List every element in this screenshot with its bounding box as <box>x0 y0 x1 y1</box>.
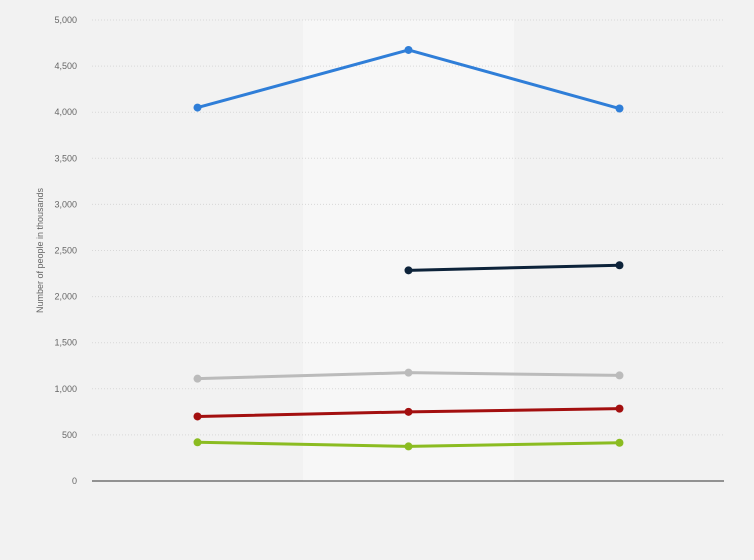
y-tick-label: 2,000 <box>54 292 77 302</box>
data-point[interactable] <box>193 412 202 421</box>
gridlines <box>92 19 724 436</box>
data-point[interactable] <box>615 261 624 270</box>
data-point[interactable] <box>615 371 624 380</box>
y-tick-label: 0 <box>72 476 77 486</box>
y-tick-label: 3,000 <box>54 199 77 209</box>
series-line <box>407 263 621 272</box>
data-point[interactable] <box>615 438 624 447</box>
y-tick-label: 2,500 <box>54 246 77 256</box>
data-point[interactable] <box>404 442 413 451</box>
data-point[interactable] <box>404 266 413 275</box>
y-tick-label: 1,000 <box>54 384 77 394</box>
data-point[interactable] <box>404 407 413 416</box>
y-tick-label: 4,000 <box>54 107 77 117</box>
y-tick-label: 5,000 <box>54 15 77 25</box>
data-point[interactable] <box>193 103 202 112</box>
y-tick-label: 3,500 <box>54 153 77 163</box>
y-axis-ticks: 0 500 1,000 1,500 2,000 2,500 3,000 3,500 4,000 4… <box>54 15 77 486</box>
series-4 <box>193 404 624 421</box>
series-layer <box>193 45 624 451</box>
series-1 <box>193 45 624 113</box>
data-point[interactable] <box>193 374 202 383</box>
y-axis-title: Number of people in thousands <box>35 187 45 313</box>
data-point[interactable] <box>404 368 413 377</box>
data-point[interactable] <box>404 45 413 54</box>
data-point[interactable] <box>615 104 624 113</box>
data-point[interactable] <box>615 404 624 413</box>
series-5 <box>193 438 624 451</box>
y-tick-label: 4,500 <box>54 61 77 71</box>
series-3 <box>193 368 624 383</box>
series-2 <box>404 261 624 275</box>
y-tick-label: 1,500 <box>54 338 77 348</box>
data-point[interactable] <box>193 438 202 447</box>
y-tick-label: 500 <box>62 430 77 440</box>
